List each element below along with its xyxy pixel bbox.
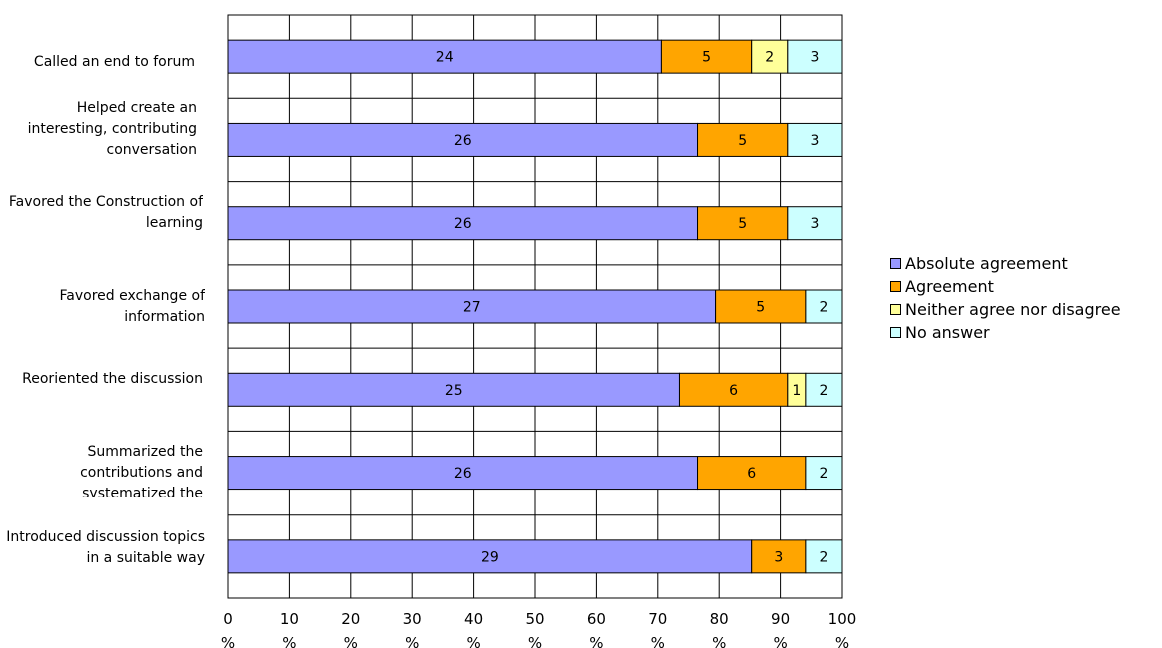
data-label-no-answer: 3 [810, 50, 819, 66]
data-label-no-answer: 2 [819, 300, 828, 316]
bar-segment-no-answer [787, 39, 843, 74]
x-tick-label: 100% [828, 610, 857, 648]
data-label-agreement: 5 [738, 216, 747, 232]
bar-segment-absolute-agreement [227, 539, 753, 574]
data-label-agreement: 5 [756, 300, 765, 316]
bar-segment-absolute-agreement [227, 372, 680, 407]
legend-item-neither: Neither agree nor disagree [890, 298, 1121, 321]
data-label-no-answer: 3 [810, 216, 819, 232]
legend-swatch-agreement [890, 281, 901, 292]
legend-label-absolute-agreement: Absolute agreement [905, 254, 1068, 273]
data-label-agreement: 6 [729, 383, 738, 399]
y-tick-label: Favored the Construction of learning [8, 193, 203, 231]
data-label-absolute-agreement: 26 [454, 216, 472, 232]
bar-segment-absolute-agreement [227, 39, 662, 74]
bar-segment-absolute-agreement [227, 206, 699, 241]
bar-segment-no-answer [805, 289, 843, 324]
data-label-neither: 1 [792, 383, 801, 399]
legend-label-no-answer: No answer [905, 323, 990, 342]
data-label-agreement: 3 [774, 549, 783, 565]
data-label-no-answer: 2 [819, 549, 828, 565]
bar-segment-no-answer [805, 539, 843, 574]
bar-segment-agreement [697, 456, 807, 491]
data-label-no-answer: 3 [810, 133, 819, 149]
bar-segment-no-answer [805, 456, 843, 491]
bar-segment-absolute-agreement [227, 289, 717, 324]
data-label-agreement: 6 [747, 466, 756, 482]
legend-label-neither: Neither agree nor disagree [905, 300, 1121, 319]
bar-segment-absolute-agreement [227, 122, 699, 157]
data-label-absolute-agreement: 29 [481, 549, 499, 565]
bar-segment-neither [751, 39, 789, 74]
legend-swatch-absolute-agreement [890, 258, 901, 269]
data-label-agreement: 5 [702, 50, 711, 66]
x-tick-label: 70% [648, 610, 667, 648]
bar-segment-absolute-agreement [227, 456, 699, 491]
data-label-absolute-agreement: 27 [463, 300, 481, 316]
x-tick-label: 0% [221, 610, 235, 648]
data-label-absolute-agreement: 25 [445, 383, 463, 399]
y-tick-label: Introduced discussion topics in a suitab… [6, 528, 205, 566]
x-tick-label: 50% [525, 610, 544, 648]
y-tick-label: Favored exchange of information [59, 287, 205, 325]
data-label-no-answer: 2 [819, 383, 828, 399]
bar-segment-agreement [660, 39, 753, 74]
x-tick-label: 10% [280, 610, 299, 648]
x-tick-label: 20% [341, 610, 360, 648]
legend-item-absolute-agreement: Absolute agreement [890, 252, 1121, 275]
bar-segment-no-answer [787, 122, 843, 157]
data-label-neither: 2 [765, 50, 774, 66]
y-tick-label: Called an end to forum [33, 54, 195, 71]
data-label-absolute-agreement: 26 [454, 133, 472, 149]
x-tick-label: 40% [464, 610, 483, 648]
bar-segment-agreement [697, 122, 789, 157]
y-tick-label: Reoriented the discussion [22, 370, 203, 387]
bar-segment-agreement [697, 206, 789, 241]
bar-segment-no-answer [805, 372, 843, 407]
legend-swatch-no-answer [890, 327, 901, 338]
data-label-no-answer: 2 [819, 466, 828, 482]
data-label-agreement: 5 [738, 133, 747, 149]
x-tick-label: 60% [587, 610, 606, 648]
legend-label-agreement: Agreement [905, 277, 994, 296]
x-tick-label: 90% [771, 610, 790, 648]
x-tick-label: 30% [403, 610, 422, 648]
bar-segment-agreement [751, 539, 807, 574]
y-tick-label: Helped create an interesting, contributi… [27, 99, 197, 158]
legend-swatch-neither [890, 304, 901, 315]
legend-item-agreement: Agreement [890, 275, 1121, 298]
bar-segment-no-answer [787, 206, 843, 241]
data-label-absolute-agreement: 24 [436, 50, 454, 66]
data-label-absolute-agreement: 26 [454, 466, 472, 482]
y-tick-label: Summarized the contributions and systema… [80, 443, 203, 497]
x-tick-label: 80% [710, 610, 729, 648]
legend-item-no-answer: No answer [890, 321, 1121, 344]
legend: Absolute agreement Agreement Neither agr… [890, 252, 1121, 344]
